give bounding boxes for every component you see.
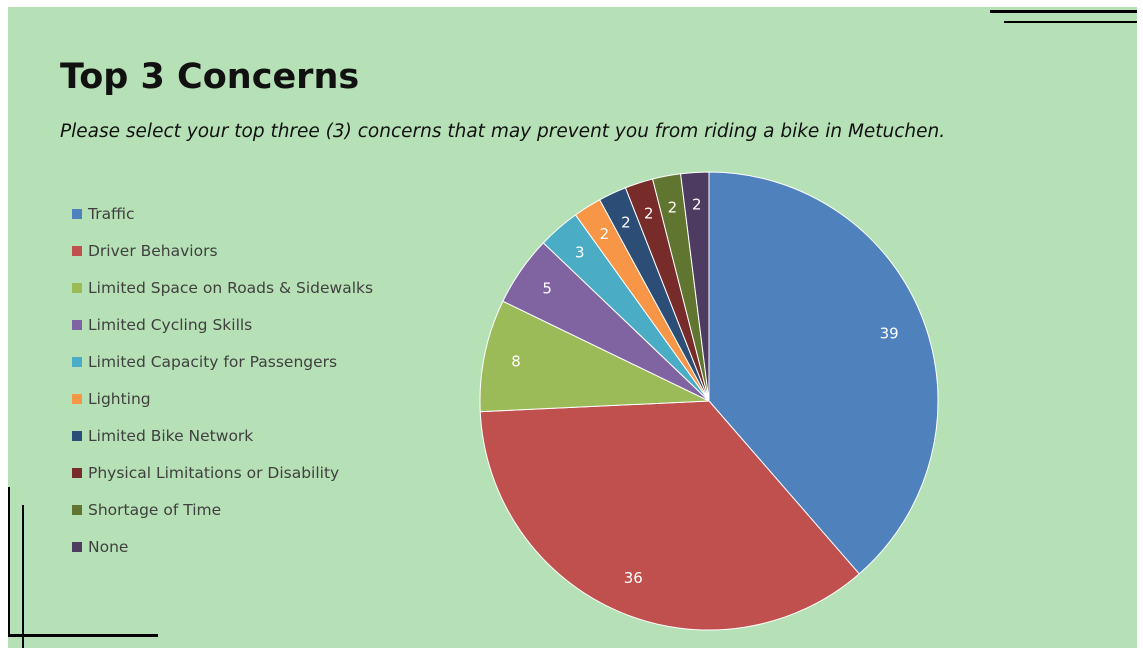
legend-swatch <box>72 468 82 478</box>
pie-slice-traffic <box>708 171 939 575</box>
data-label-limited-cycling-skills: 5 <box>542 280 552 298</box>
legend-label: Traffic <box>88 205 135 223</box>
legend-label: Lighting <box>88 390 151 408</box>
legend-label: Limited Capacity for Passengers <box>88 353 338 371</box>
legend-item-limited-cycling-skills: Limited Cycling Skills <box>72 314 252 336</box>
legend-label: Limited Bike Network <box>88 427 254 445</box>
legend-swatch <box>72 209 82 219</box>
corner-decoration-top-right-horizontal <box>990 10 1137 13</box>
data-label-limited-bike-network: 2 <box>621 213 631 231</box>
corner-decoration-top-right-horizontal-inner <box>1004 21 1137 23</box>
legend-swatch <box>72 505 82 515</box>
legend-label: Physical Limitations or Disability <box>88 464 340 482</box>
data-label-driver-behaviors: 36 <box>624 569 643 587</box>
data-label-lighting: 2 <box>600 225 610 243</box>
corner-decoration-bottom-left-horizontal <box>8 634 158 637</box>
legend-item-none: None <box>72 536 128 558</box>
corner-decoration-bottom-left-vertical <box>8 487 10 637</box>
corner-decoration-bottom-left-vertical-inner <box>22 505 24 648</box>
legend-swatch <box>72 246 82 256</box>
legend-item-traffic: Traffic <box>72 203 135 225</box>
data-label-traffic: 39 <box>880 325 899 343</box>
legend-swatch <box>72 394 82 404</box>
legend-label: Limited Cycling Skills <box>88 316 253 334</box>
data-label-shortage-of-time: 2 <box>668 198 678 216</box>
slide: Top 3 Concerns Please select your top th… <box>8 7 1137 648</box>
legend-item-shortage-of-time: Shortage of Time <box>72 499 221 521</box>
pie-slice-driver-behaviors <box>479 400 860 631</box>
legend-label: Driver Behaviors <box>88 242 218 260</box>
legend-swatch <box>72 320 82 330</box>
legend-item-lighting: Lighting <box>72 388 151 410</box>
slide-title: Top 3 Concerns <box>60 57 360 97</box>
legend-item-limited-bike-network: Limited Bike Network <box>72 425 253 447</box>
legend-label: None <box>88 538 129 556</box>
data-label-limited-space-on-roads-and-sidewalks: 8 <box>511 352 521 370</box>
data-label-physical-limitations-or-disability: 2 <box>644 205 654 223</box>
legend-swatch <box>72 542 82 552</box>
legend-label: Shortage of Time <box>88 501 222 519</box>
legend-swatch <box>72 283 82 293</box>
data-label-none: 2 <box>692 195 702 213</box>
legend-label: Limited Space on Roads & Sidewalks <box>88 279 374 297</box>
pie-slice-none <box>680 171 710 402</box>
legend-item-physical-limitations-or-disability: Physical Limitations or Disability <box>72 462 339 484</box>
pie-slice-limited-space-on-roads-and-sidewalks <box>479 300 710 413</box>
legend-item-driver-behaviors: Driver Behaviors <box>72 240 218 262</box>
data-label-limited-capacity-for-passengers: 3 <box>575 243 585 261</box>
legend-swatch <box>72 357 82 367</box>
legend-swatch <box>72 431 82 441</box>
legend-item-limited-space-on-roads-and-sidewalks: Limited Space on Roads & Sidewalks <box>72 277 373 299</box>
legend-item-limited-capacity-for-passengers: Limited Capacity for Passengers <box>72 351 337 373</box>
slide-subtitle: Please select your top three (3) concern… <box>60 121 946 142</box>
